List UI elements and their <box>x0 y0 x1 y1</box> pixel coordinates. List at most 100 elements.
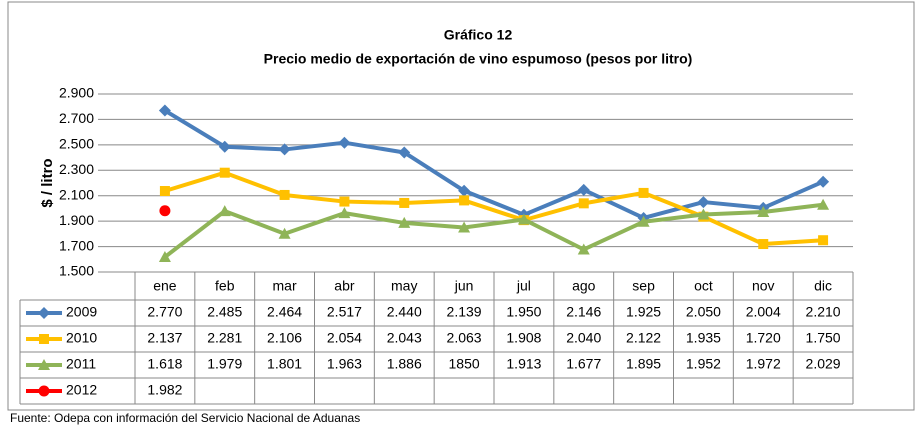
data-point <box>458 221 471 233</box>
data-point <box>218 205 231 217</box>
table-value: 1.677 <box>566 356 601 372</box>
table-value: 1.913 <box>506 356 541 372</box>
data-point <box>279 189 290 200</box>
table-value: 1.886 <box>387 356 422 372</box>
data-point <box>398 146 411 159</box>
data-point <box>159 186 170 197</box>
table-value: 1.750 <box>806 330 841 346</box>
data-point <box>697 196 710 209</box>
x-tick-label: mar <box>273 278 297 294</box>
series-line <box>163 108 824 220</box>
data-point <box>158 250 171 262</box>
x-tick-label: feb <box>215 278 235 294</box>
y-axis-title: $ / litro <box>39 158 56 207</box>
legend-label: 2010 <box>66 330 97 346</box>
x-tick-label: nov <box>752 278 775 294</box>
data-point <box>697 208 710 220</box>
x-tick-label: oct <box>694 278 713 294</box>
y-tick-label: 1.700 <box>59 237 94 253</box>
data-point <box>578 198 589 209</box>
data-point <box>338 136 351 149</box>
legend-marker <box>39 334 49 344</box>
data-point <box>339 196 350 207</box>
x-tick-label: abr <box>334 278 355 294</box>
table-value: 2.004 <box>746 304 781 320</box>
x-tick-label: ago <box>572 278 596 294</box>
table-value: 2.146 <box>566 304 601 320</box>
data-point <box>159 205 171 217</box>
table-value: 2.106 <box>267 330 302 346</box>
table-value: 1.972 <box>746 356 781 372</box>
x-tick-label: dic <box>814 278 832 294</box>
y-tick-label: 2.300 <box>59 161 94 177</box>
table-value: 2.770 <box>147 304 182 320</box>
legend-marker <box>38 359 50 370</box>
table-value: 1.952 <box>686 356 721 372</box>
y-tick-label: 2.900 <box>59 85 94 101</box>
x-tick-label: jun <box>454 278 474 294</box>
source-note: Fuente: Odepa con información del Servic… <box>10 411 360 425</box>
table-value: 2.029 <box>806 356 841 372</box>
table-value: 2.050 <box>686 304 721 320</box>
table-value: 2.464 <box>267 304 302 320</box>
table-value: 2.137 <box>147 330 182 346</box>
data-point <box>517 213 530 225</box>
table-value: 2.210 <box>806 304 841 320</box>
legend-label: 2011 <box>66 356 96 372</box>
data-point <box>158 104 171 117</box>
y-tick-label: 2.100 <box>59 186 94 202</box>
y-tick-label: 2.500 <box>59 136 94 152</box>
table-value: 1.935 <box>686 330 721 346</box>
y-tick-label: 1.900 <box>59 212 94 228</box>
chart-subtitle: Precio medio de exportación de vino espu… <box>264 51 693 67</box>
table-value: 1.908 <box>506 330 541 346</box>
table-value: 1850 <box>449 356 480 372</box>
legend-label: 2009 <box>66 304 97 320</box>
table-value: 2.281 <box>207 330 242 346</box>
series-line <box>164 170 824 247</box>
data-point <box>458 184 471 197</box>
x-tick-label: sep <box>632 278 655 294</box>
data-point <box>219 167 230 178</box>
table-value: 1.618 <box>147 356 182 372</box>
data-point <box>638 187 649 198</box>
table-value: 2.440 <box>387 304 422 320</box>
table-value: 2.517 <box>327 304 362 320</box>
table-value: 2.063 <box>447 330 482 346</box>
data-point <box>817 175 830 188</box>
table-value: 1.979 <box>207 356 242 372</box>
data-point <box>637 215 650 227</box>
table-value: 1.895 <box>626 356 661 372</box>
data-point <box>399 197 410 208</box>
table-value: 2.485 <box>207 304 242 320</box>
data-point <box>818 235 829 246</box>
table-value: 1.720 <box>746 330 781 346</box>
legend-label: 2012 <box>66 382 97 398</box>
table-value: 2.139 <box>447 304 482 320</box>
data-point <box>278 143 291 156</box>
series-line <box>163 202 824 259</box>
data-point <box>757 205 770 217</box>
table-value: 2.043 <box>387 330 422 346</box>
x-tick-label: ene <box>153 278 177 294</box>
table-value: 2.040 <box>566 330 601 346</box>
table-value: 2.122 <box>626 330 661 346</box>
y-tick-label: 1.500 <box>59 263 94 279</box>
chart-title: Gráfico 12 <box>444 27 513 43</box>
data-point <box>338 207 351 219</box>
table-value: 1.801 <box>267 356 302 372</box>
table-value: 1.982 <box>147 382 182 398</box>
x-tick-label: jul <box>516 278 531 294</box>
data-point <box>817 198 830 210</box>
data-point <box>218 140 231 153</box>
data-point <box>398 216 411 228</box>
table-value: 2.054 <box>327 330 362 346</box>
data-point <box>577 243 590 255</box>
table-value: 1.950 <box>506 304 541 320</box>
data-point <box>459 195 470 206</box>
table-value: 1.925 <box>626 304 661 320</box>
legend-marker <box>38 307 50 319</box>
y-tick-label: 2.700 <box>59 110 94 126</box>
data-point <box>577 183 590 196</box>
